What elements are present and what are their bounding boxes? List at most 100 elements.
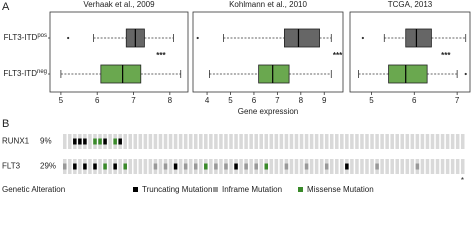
x-tick-label: 6	[95, 96, 100, 105]
legend-swatch	[213, 187, 218, 192]
box	[388, 64, 428, 84]
sample-cell	[440, 134, 445, 149]
sample-cell	[304, 134, 309, 149]
category-sup: pos	[37, 33, 47, 39]
alteration	[244, 163, 248, 170]
gene-percent: 9%	[40, 137, 52, 146]
alteration	[304, 163, 309, 170]
x-tick-label: 7	[275, 96, 280, 105]
sample-cell	[385, 134, 389, 149]
sample-cell	[415, 134, 420, 149]
x-tick-label: 9	[322, 96, 327, 105]
sample-cell	[294, 134, 299, 149]
box	[100, 64, 142, 84]
alteration	[193, 163, 198, 170]
sample-cell	[460, 134, 465, 149]
sample-cell	[138, 134, 143, 149]
sample-cell	[264, 134, 269, 149]
sample-cell	[269, 159, 274, 174]
alteration	[113, 138, 117, 145]
sample-cell	[153, 134, 158, 149]
alteration	[224, 163, 228, 170]
sample-cell	[229, 134, 233, 149]
panel-label: A	[2, 1, 10, 13]
sample-cell	[450, 134, 455, 149]
sample-cell	[284, 134, 289, 149]
x-tick-label: 7	[131, 96, 136, 105]
legend-title: Genetic Alteration	[2, 185, 65, 194]
alteration	[103, 163, 107, 170]
sample-cell	[319, 159, 324, 174]
sample-cell	[289, 159, 294, 174]
significance: ***	[441, 51, 451, 60]
sample-cell	[209, 159, 213, 174]
outlier	[67, 36, 70, 40]
sample-cell	[279, 134, 284, 149]
alteration	[284, 163, 289, 170]
sample-cell	[279, 159, 284, 174]
sample-cell	[199, 159, 203, 174]
sample-cell	[173, 134, 178, 149]
sample-cell	[375, 134, 379, 149]
alteration	[345, 163, 349, 170]
sample-cell	[309, 134, 314, 149]
sample-cell	[435, 134, 440, 149]
sample-cell	[239, 134, 243, 149]
sample-cell	[239, 159, 243, 174]
sample-cell	[214, 134, 218, 149]
sample-cell	[435, 159, 440, 174]
sample-cell	[450, 159, 455, 174]
sample-cell	[63, 134, 67, 149]
sample-cell	[324, 134, 329, 149]
legend-label: Inframe Mutation	[222, 185, 282, 194]
sample-cell	[123, 134, 127, 149]
sample-cell	[269, 134, 274, 149]
alteration	[78, 138, 82, 145]
alteration	[415, 163, 420, 170]
alteration	[204, 163, 208, 170]
y-tick-label: FLT3-ITDpos	[4, 33, 47, 43]
sample-cell	[229, 159, 233, 174]
alteration	[93, 138, 97, 145]
sample-cell	[370, 159, 374, 174]
alteration	[98, 138, 102, 145]
panel-frame	[192, 11, 344, 93]
category-text: FLT3-ITD	[3, 69, 37, 78]
sample-cell	[360, 134, 364, 149]
alteration	[163, 163, 168, 170]
sample-cell	[425, 159, 430, 174]
sample-cell	[168, 159, 173, 174]
sample-cell	[183, 134, 188, 149]
alteration	[214, 163, 218, 170]
sample-cell	[168, 134, 173, 149]
sample-cell	[148, 159, 153, 174]
sample-cell	[460, 159, 465, 174]
sample-cell	[199, 134, 203, 149]
sample-cell	[219, 159, 223, 174]
alteration	[375, 163, 379, 170]
panel-title: TCGA, 2013	[388, 0, 433, 9]
x-tick-label: 4	[205, 96, 210, 105]
panel-label: B	[2, 118, 9, 130]
sample-cell	[405, 134, 410, 149]
sample-cell	[88, 134, 92, 149]
sample-cell	[294, 159, 299, 174]
sample-cell	[314, 134, 319, 149]
sample-cell	[219, 134, 223, 149]
alteration	[118, 138, 122, 145]
sample-cell	[420, 134, 425, 149]
sample-cell	[455, 159, 460, 174]
sample-cell	[108, 134, 112, 149]
sample-cell	[380, 159, 384, 174]
alteration	[113, 163, 117, 170]
legend-swatch	[133, 187, 138, 192]
alteration	[123, 163, 127, 170]
sample-cell	[400, 159, 405, 174]
sample-cell	[319, 134, 324, 149]
sample-cell	[128, 159, 133, 174]
alteration	[83, 138, 87, 145]
sample-cell	[249, 159, 253, 174]
sample-cell	[329, 159, 334, 174]
x-tick-label: 8	[168, 96, 173, 105]
